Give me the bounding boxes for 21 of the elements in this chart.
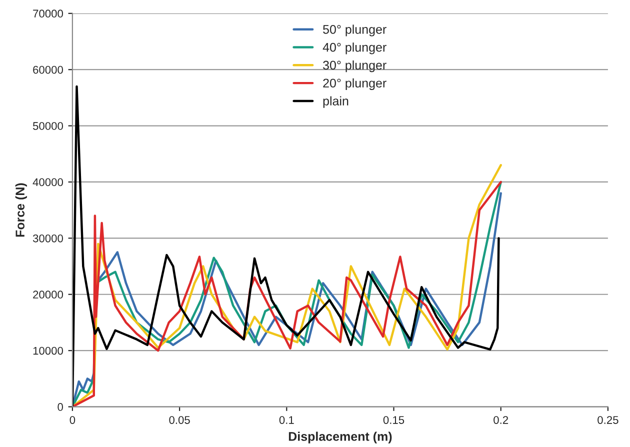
x-tick-label: 0.05 — [169, 416, 190, 424]
y-tick-label: 30000 — [32, 234, 63, 242]
x-tick-label: 0.1 — [279, 416, 294, 424]
x-tick-label: 0 — [70, 416, 76, 424]
legend-label: 30° plunger — [323, 60, 386, 72]
y-tick-label: 50000 — [32, 122, 63, 130]
y-tick-label: 40000 — [32, 178, 63, 186]
legend-label: 40° plunger — [322, 42, 386, 54]
y-tick-label: 60000 — [33, 66, 63, 74]
y-axis-title: Force (N) — [15, 183, 27, 237]
legend-label: 20° plunger — [323, 78, 386, 90]
y-tick-label: 70000 — [33, 10, 63, 18]
y-tick-label: 0 — [58, 403, 63, 411]
x-tick-label: 0.2 — [494, 416, 508, 424]
x-tick-label: 0.15 — [383, 416, 404, 424]
x-axis-title: Displacement (m) — [288, 432, 392, 444]
legend-label: plain — [323, 96, 348, 108]
y-tick-label: 10000 — [33, 346, 63, 355]
y-tick-label: 20000 — [33, 290, 63, 299]
legend-label: 50° plunger — [323, 24, 386, 36]
x-tick-label: 0.25 — [598, 416, 618, 424]
